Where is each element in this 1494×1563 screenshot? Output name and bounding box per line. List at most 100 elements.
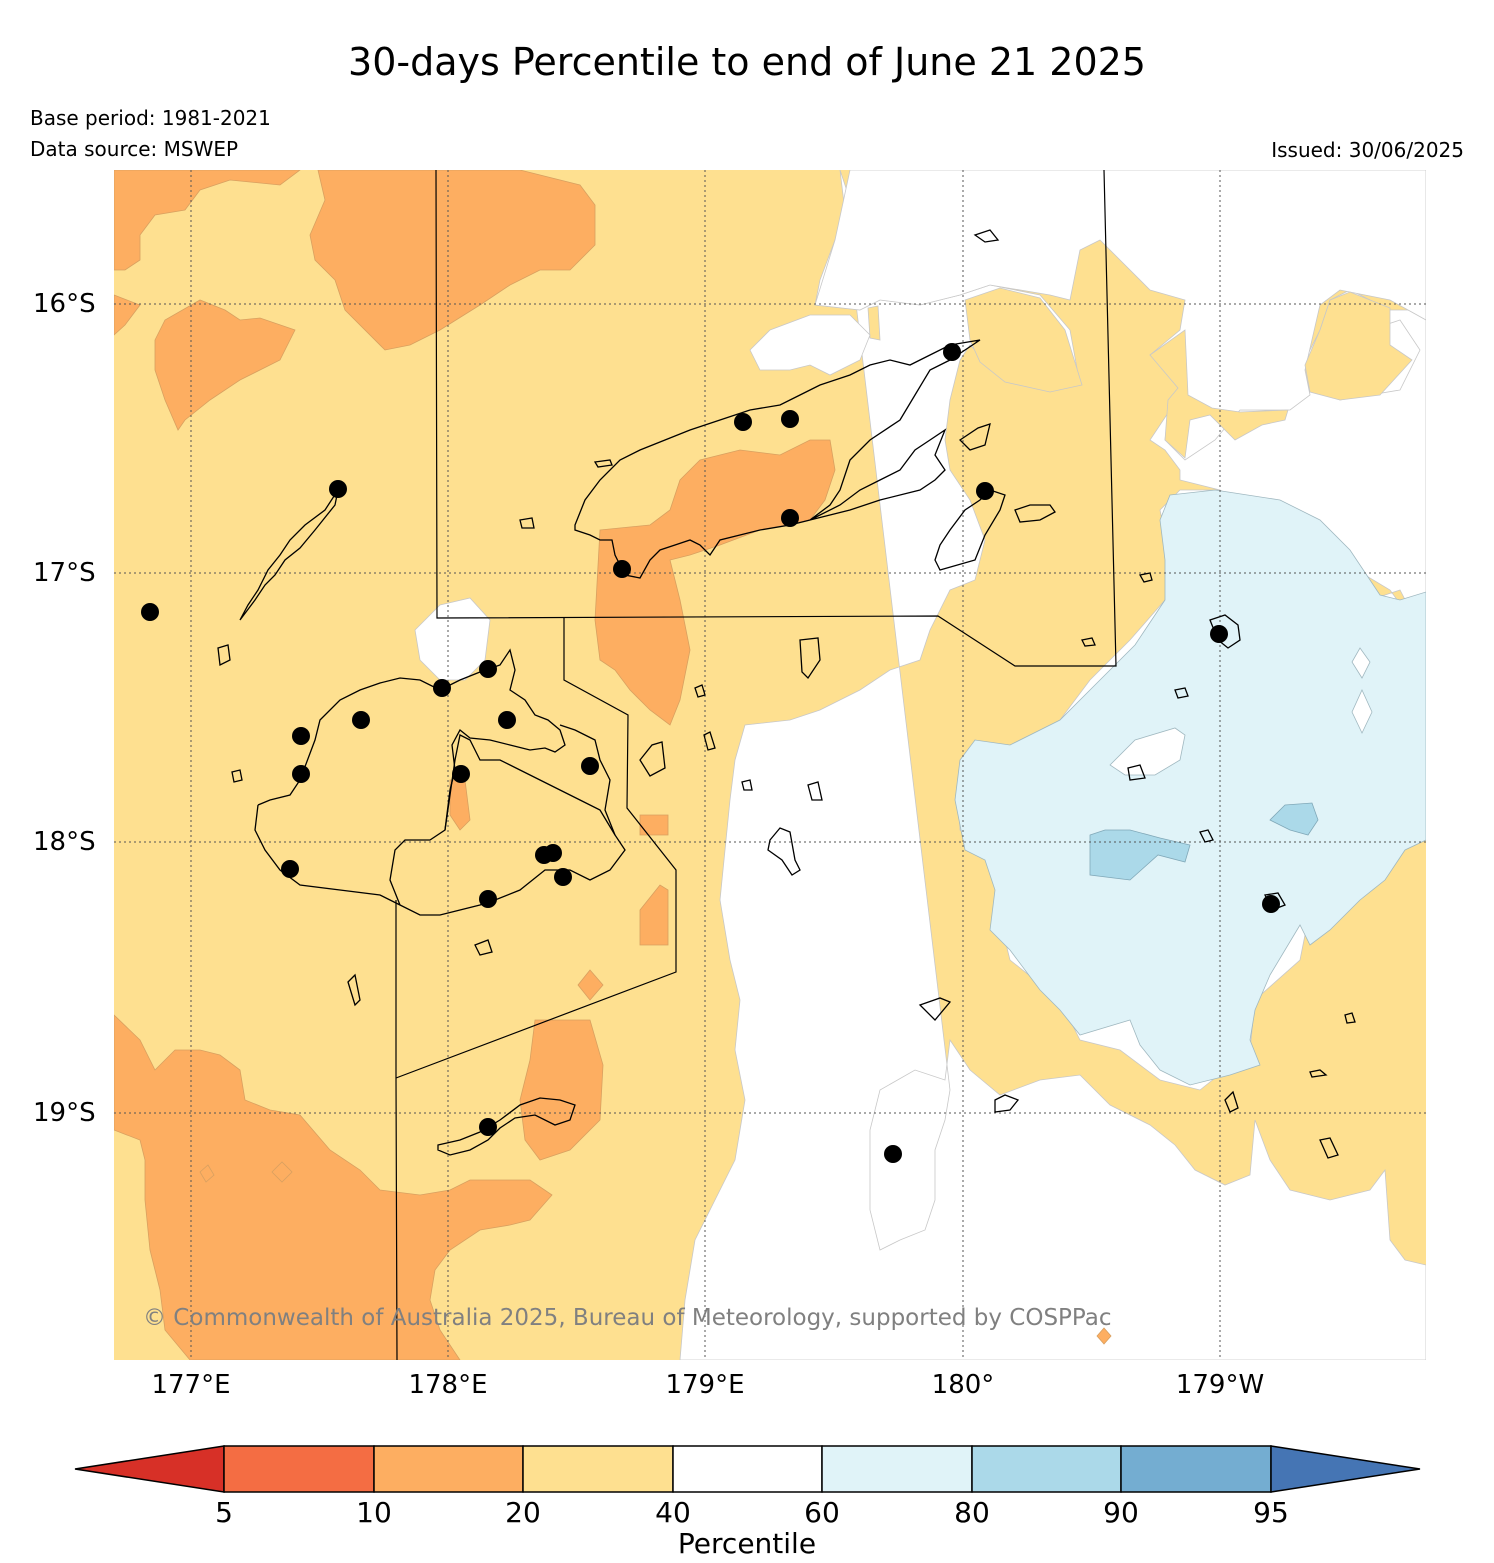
coast-islet-19 — [231, 769, 243, 783]
field-40-60-islet — [749, 314, 871, 376]
field-10-20-se — [1096, 1327, 1112, 1345]
coast-islet-23 — [703, 731, 716, 751]
field-80-90-b — [1269, 802, 1319, 836]
colorbar-bin-80-90 — [971, 1445, 1122, 1493]
colorbar-tick: 5 — [215, 1496, 233, 1529]
field-10-20-nw-c — [154, 299, 296, 431]
station-marker — [479, 890, 497, 908]
x-tick-label: 179°E — [665, 1370, 745, 1400]
colorbar-tick: 90 — [1103, 1496, 1139, 1529]
station-marker — [613, 560, 631, 578]
base-period-label: Base period: 1981-2021 — [30, 106, 271, 130]
station-marker — [884, 1145, 902, 1163]
y-tick-label: 19°S — [33, 1098, 96, 1128]
colorbar-tick: 20 — [505, 1496, 541, 1529]
colorbar-bin-20-40 — [522, 1445, 674, 1493]
coast-islet-24 — [807, 781, 823, 801]
coast-islet-7 — [918, 997, 952, 1021]
coast-islet-22 — [694, 684, 706, 698]
station-marker — [498, 711, 516, 729]
colorbar-bin-60-80 — [821, 1445, 973, 1493]
y-tick-label: 16°S — [33, 289, 96, 319]
field-40-60-hole-c — [1351, 689, 1373, 734]
station-marker — [554, 868, 572, 886]
station-marker — [292, 765, 310, 783]
percentile-field — [114, 170, 1426, 1360]
field-60-80 — [954, 489, 1426, 1086]
colorbar-tick: 60 — [804, 1496, 840, 1529]
x-tick-label: 178°E — [408, 1370, 488, 1400]
field-20-40-north-a — [964, 287, 1083, 393]
field-20-40-north-d — [867, 305, 881, 341]
coast-islet-28 — [1309, 1069, 1328, 1078]
station-marker — [781, 509, 799, 527]
graticule — [114, 170, 1426, 1360]
coast-islet-10 — [1127, 764, 1146, 781]
colorbar-extend-high — [1270, 1445, 1421, 1493]
x-tick-label: 177°E — [151, 1370, 231, 1400]
division-boundaries — [395, 170, 1117, 1360]
field-10-20-kadavu — [519, 1019, 604, 1161]
field-10-20-nw-a — [114, 170, 301, 271]
issued-date-label: Issued: 30/06/2025 — [1271, 138, 1464, 162]
coast-islet-8 — [994, 1094, 1020, 1113]
station-marker — [581, 757, 599, 775]
data-source-label: Data source: MSWEP — [30, 137, 239, 161]
coast-islet-11 — [1174, 687, 1189, 699]
field-20-40-north-b — [1149, 329, 1289, 459]
colorbar — [74, 1445, 1421, 1493]
coast-islet-18 — [217, 644, 231, 666]
station-marker — [141, 603, 159, 621]
coast-islet-3 — [1014, 504, 1056, 523]
coast-islet-12 — [1199, 829, 1214, 843]
coast-islet-15 — [474, 939, 493, 956]
coastlines — [217, 229, 1356, 1159]
chart-title: 30-days Percentile to end of June 21 202… — [348, 40, 1146, 84]
coast-islet-20 — [519, 517, 535, 529]
colorbar-extend-low — [74, 1445, 225, 1493]
colorbar-bin-10-20 — [373, 1445, 524, 1493]
field-10-20-nw-b — [114, 294, 141, 336]
coast-viti-inner — [444, 734, 616, 836]
field-40-60-central — [414, 597, 491, 681]
stations — [141, 343, 1280, 1163]
field-10-20-sw — [114, 1014, 553, 1360]
coast-kadavu — [437, 1097, 576, 1156]
copyright-credit: © Commonwealth of Australia 2025, Bureau… — [143, 1305, 1112, 1331]
coast-islet-4 — [799, 637, 821, 680]
coast-islet-17 — [1319, 1137, 1339, 1159]
station-marker — [281, 860, 299, 878]
field-10-20-sw-b — [271, 1161, 293, 1183]
x-tick-label: 180° — [931, 1370, 995, 1400]
field-10-20-sm-b — [639, 814, 669, 836]
station-marker — [544, 844, 562, 862]
field-10-20-n — [309, 170, 596, 351]
y-tick-label: 18°S — [33, 827, 96, 857]
station-marker — [452, 765, 470, 783]
coast-islet-6 — [767, 827, 801, 876]
station-marker — [352, 711, 370, 729]
y-tick-label: 17°S — [33, 558, 96, 588]
field-10-20-sm-d — [577, 969, 604, 1001]
coast-islet-29 — [1344, 1012, 1356, 1024]
station-marker — [1262, 895, 1280, 913]
field-10-20-vanua — [594, 439, 836, 726]
field-40-60-hole-b — [1351, 647, 1371, 679]
station-marker — [976, 482, 994, 500]
station-marker — [781, 410, 799, 428]
x-tick-label: 179°W — [1175, 1370, 1265, 1400]
station-marker — [479, 660, 497, 678]
station-marker — [433, 679, 451, 697]
colorbar-tick: 95 — [1253, 1496, 1289, 1529]
coast-islet-27 — [1081, 637, 1096, 647]
coast-islet-26 — [1138, 572, 1153, 583]
station-marker — [943, 343, 961, 361]
coast-islet-16 — [1224, 1090, 1239, 1113]
coast-islet-21 — [593, 459, 613, 468]
field-10-20-sw-c — [199, 1164, 215, 1183]
station-marker — [1210, 625, 1228, 643]
colorbar-bin-90-95 — [1120, 1445, 1272, 1493]
colorbar-tick: 80 — [954, 1496, 990, 1529]
colorbar-bin-40-60 — [672, 1445, 823, 1493]
